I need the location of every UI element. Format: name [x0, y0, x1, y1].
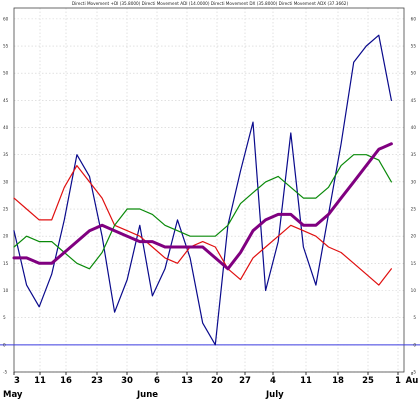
y-tick-label-right: 55 [411, 44, 417, 49]
x-tick-label: 13 [181, 376, 193, 386]
y-tick-label-right: 10 [411, 288, 417, 293]
y-tick-label-right: 5 [413, 315, 416, 320]
y-tick-label-left: 15 [3, 261, 9, 266]
y-tick-label-left: 30 [3, 179, 9, 184]
x-tick-label: Au [406, 376, 419, 386]
x-tick-label: 20 [211, 376, 223, 386]
y-tick-label-right: 60 [411, 16, 417, 21]
x-tick-label: 11 [300, 376, 312, 386]
y-tick-label-left: 0 [3, 342, 6, 347]
x-tick-label: 18 [332, 376, 344, 386]
y-tick-label-left: 10 [3, 288, 9, 293]
y-tick-label-left: 55 [3, 44, 9, 49]
y-tick-label-right: 20 [411, 234, 417, 239]
grid-layer [14, 8, 404, 373]
y-tick-label-right: 30 [411, 179, 417, 184]
y-tick-label-left: 35 [3, 152, 9, 157]
month-label: July [265, 390, 284, 400]
x-tick-label: 25 [362, 376, 374, 386]
y-tick-label-right: 35 [411, 152, 417, 157]
chart-title: Directi Movement +DI (35.8000) Directi M… [72, 1, 349, 6]
y-tick-label-right: -5 [412, 370, 417, 375]
x-tick-label: 11 [34, 376, 46, 386]
y-tick-label-left: -5 [3, 370, 8, 375]
x-tick-label: 4 [270, 376, 276, 386]
series-layer [0, 34, 420, 346]
series-line [12, 142, 393, 271]
x-tick-label: 27 [239, 376, 251, 386]
y-tick-label-right: 15 [411, 261, 417, 266]
x-tick-label: 16 [60, 376, 72, 386]
plot-border [13, 7, 405, 373]
plot-frame [13, 7, 405, 373]
y-tick-label-left: 40 [3, 125, 9, 130]
x-tick-label: 23 [91, 376, 103, 386]
series-line [13, 154, 392, 270]
month-label: June [136, 390, 158, 400]
y-tick-label-right: 50 [411, 71, 417, 76]
x-tick-label: 1 [395, 376, 401, 386]
x-tick-label: 3 [14, 376, 20, 386]
y-tick-label-left: 45 [3, 98, 9, 103]
y-tick-label-left: 25 [3, 207, 9, 212]
series-line [13, 165, 392, 286]
y-tick-label-left: 60 [3, 16, 9, 21]
y-tick-label-right: 45 [411, 98, 417, 103]
y-tick-label-left: 20 [3, 234, 9, 239]
y-tick-label-right: 0 [413, 342, 416, 347]
month-label: May [3, 390, 23, 400]
y-tick-label-right: 25 [411, 207, 417, 212]
y-tick-label-left: 5 [3, 315, 6, 320]
x-tick-label: 30 [121, 376, 133, 386]
y-tick-label-right: 40 [411, 125, 417, 130]
y-tick-label-left: 50 [3, 71, 9, 76]
x-tick-label: 6 [154, 376, 160, 386]
